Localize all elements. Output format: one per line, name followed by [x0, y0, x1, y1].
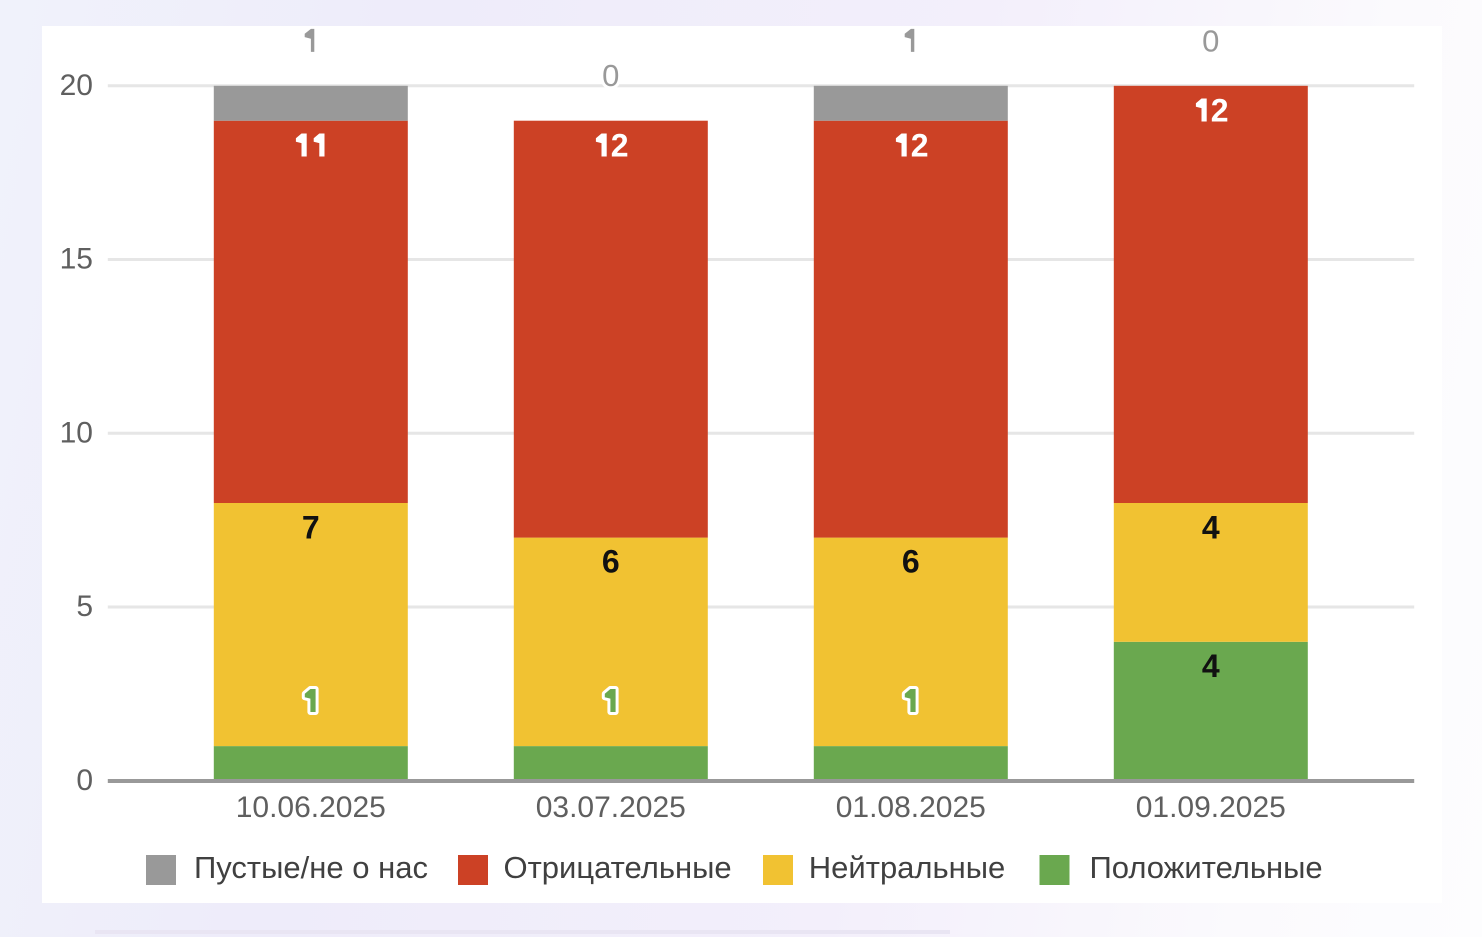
- svg-text:03.07.2025: 03.07.2025: [536, 791, 686, 824]
- svg-text:0: 0: [76, 764, 93, 797]
- svg-text:01.08.2025: 01.08.2025: [836, 791, 986, 824]
- svg-text:20: 20: [60, 69, 93, 102]
- svg-text:2: 2: [911, 128, 929, 164]
- svg-text:10.06.2025: 10.06.2025: [236, 791, 386, 824]
- svg-text:6: 6: [602, 544, 620, 580]
- svg-text:4: 4: [1202, 509, 1220, 545]
- svg-text:Нейтральные: Нейтральные: [809, 850, 1006, 885]
- svg-text:10: 10: [60, 416, 93, 449]
- svg-text:2: 2: [611, 128, 629, 164]
- svg-text:01.09.2025: 01.09.2025: [1136, 791, 1286, 824]
- svg-text:2: 2: [1211, 93, 1229, 129]
- svg-text:4: 4: [1202, 648, 1220, 684]
- svg-text:Отрицательные: Отрицательные: [504, 850, 732, 885]
- svg-text:5: 5: [76, 590, 93, 623]
- svg-text:Пустые/не о нас: Пустые/не о нас: [194, 850, 428, 885]
- svg-text:Положительные: Положительные: [1090, 850, 1323, 885]
- svg-text:6: 6: [902, 544, 920, 580]
- svg-text:0: 0: [1202, 26, 1219, 58]
- svg-text:0: 0: [602, 58, 619, 93]
- svg-text:7: 7: [302, 509, 320, 545]
- svg-text:15: 15: [60, 243, 93, 276]
